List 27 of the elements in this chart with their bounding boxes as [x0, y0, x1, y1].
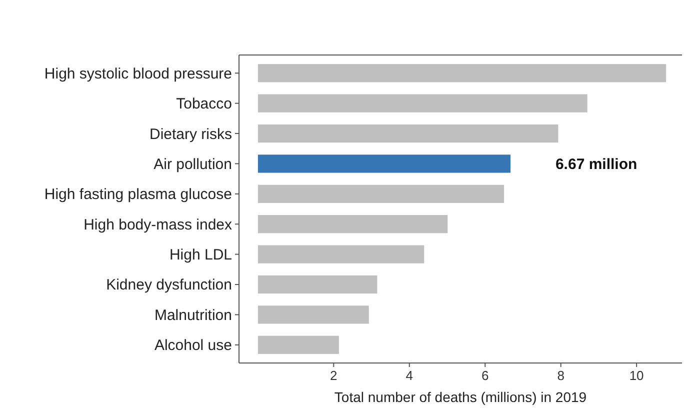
y-tick-label: Malnutrition: [154, 306, 232, 324]
y-tick-label: High systolic blood pressure: [44, 65, 232, 82]
bar: [258, 275, 378, 294]
bar: [258, 94, 588, 112]
bar: [258, 306, 369, 324]
x-tick-label: 4: [406, 368, 413, 383]
bar: [258, 336, 339, 354]
y-tick-label: Air pollution: [154, 156, 232, 173]
bar: [258, 154, 510, 173]
bar: [258, 215, 448, 234]
y-tick-label: Tobacco: [176, 96, 232, 113]
y-tick-label: High LDL: [169, 246, 232, 264]
bar: [258, 124, 558, 143]
bar: [258, 64, 666, 82]
y-tick-label: High body-mass index: [84, 216, 232, 234]
data-label: 6.67 million: [555, 156, 638, 173]
x-tick-label: 8: [557, 368, 564, 383]
y-tick-label: High fasting plasma glucose: [44, 186, 232, 204]
y-tick-label: Alcohol use: [154, 337, 232, 354]
y-tick-label: Kidney dysfunction: [106, 276, 232, 294]
x-tick-label: 2: [330, 368, 338, 383]
x-tick-label: 10: [629, 368, 644, 383]
bar: [258, 184, 504, 203]
bar: [258, 245, 424, 264]
x-tick-label: 6: [481, 368, 489, 383]
y-tick-label: Dietary risks: [149, 126, 232, 143]
x-axis-title: Total number of deaths (millions) in 2019: [334, 389, 587, 405]
